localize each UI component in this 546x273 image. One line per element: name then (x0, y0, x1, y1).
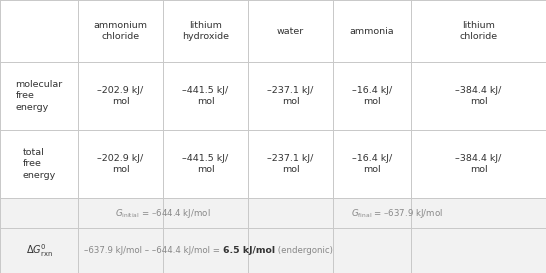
Text: –441.5 kJ/
mol: –441.5 kJ/ mol (182, 154, 229, 174)
Text: –16.4 kJ/
mol: –16.4 kJ/ mol (352, 154, 392, 174)
Text: $G_\mathrm{final}$ = –637.9 kJ/mol: $G_\mathrm{final}$ = –637.9 kJ/mol (351, 206, 443, 219)
Text: water: water (277, 26, 304, 35)
Text: (endergonic): (endergonic) (275, 246, 333, 255)
Text: –384.4 kJ/
mol: –384.4 kJ/ mol (455, 154, 502, 174)
Text: –237.1 kJ/
mol: –237.1 kJ/ mol (268, 154, 314, 174)
Text: $\Delta G^0_\mathrm{rxn}$: $\Delta G^0_\mathrm{rxn}$ (26, 242, 52, 259)
Text: –202.9 kJ/
mol: –202.9 kJ/ mol (97, 154, 144, 174)
Text: ammonia: ammonia (349, 26, 394, 35)
Bar (0, 198, 546, 228)
Text: –202.9 kJ/
mol: –202.9 kJ/ mol (97, 86, 144, 106)
Bar (0, 228, 546, 273)
Text: –384.4 kJ/
mol: –384.4 kJ/ mol (455, 86, 502, 106)
Text: lithium
hydroxide: lithium hydroxide (182, 21, 229, 41)
Text: molecular
free
energy: molecular free energy (15, 80, 63, 112)
Text: lithium
chloride: lithium chloride (459, 21, 497, 41)
Text: $G_\mathrm{initial}$ = –644.4 kJ/mol: $G_\mathrm{initial}$ = –644.4 kJ/mol (115, 206, 211, 219)
Text: total
free
energy: total free energy (22, 148, 56, 180)
Text: –441.5 kJ/
mol: –441.5 kJ/ mol (182, 86, 229, 106)
Text: ammonium
chloride: ammonium chloride (93, 21, 147, 41)
Text: –237.1 kJ/
mol: –237.1 kJ/ mol (268, 86, 314, 106)
Text: –637.9 kJ/mol – –644.4 kJ/mol =: –637.9 kJ/mol – –644.4 kJ/mol = (84, 246, 223, 255)
Text: 6.5 kJ/mol: 6.5 kJ/mol (223, 246, 275, 255)
Text: –16.4 kJ/
mol: –16.4 kJ/ mol (352, 86, 392, 106)
